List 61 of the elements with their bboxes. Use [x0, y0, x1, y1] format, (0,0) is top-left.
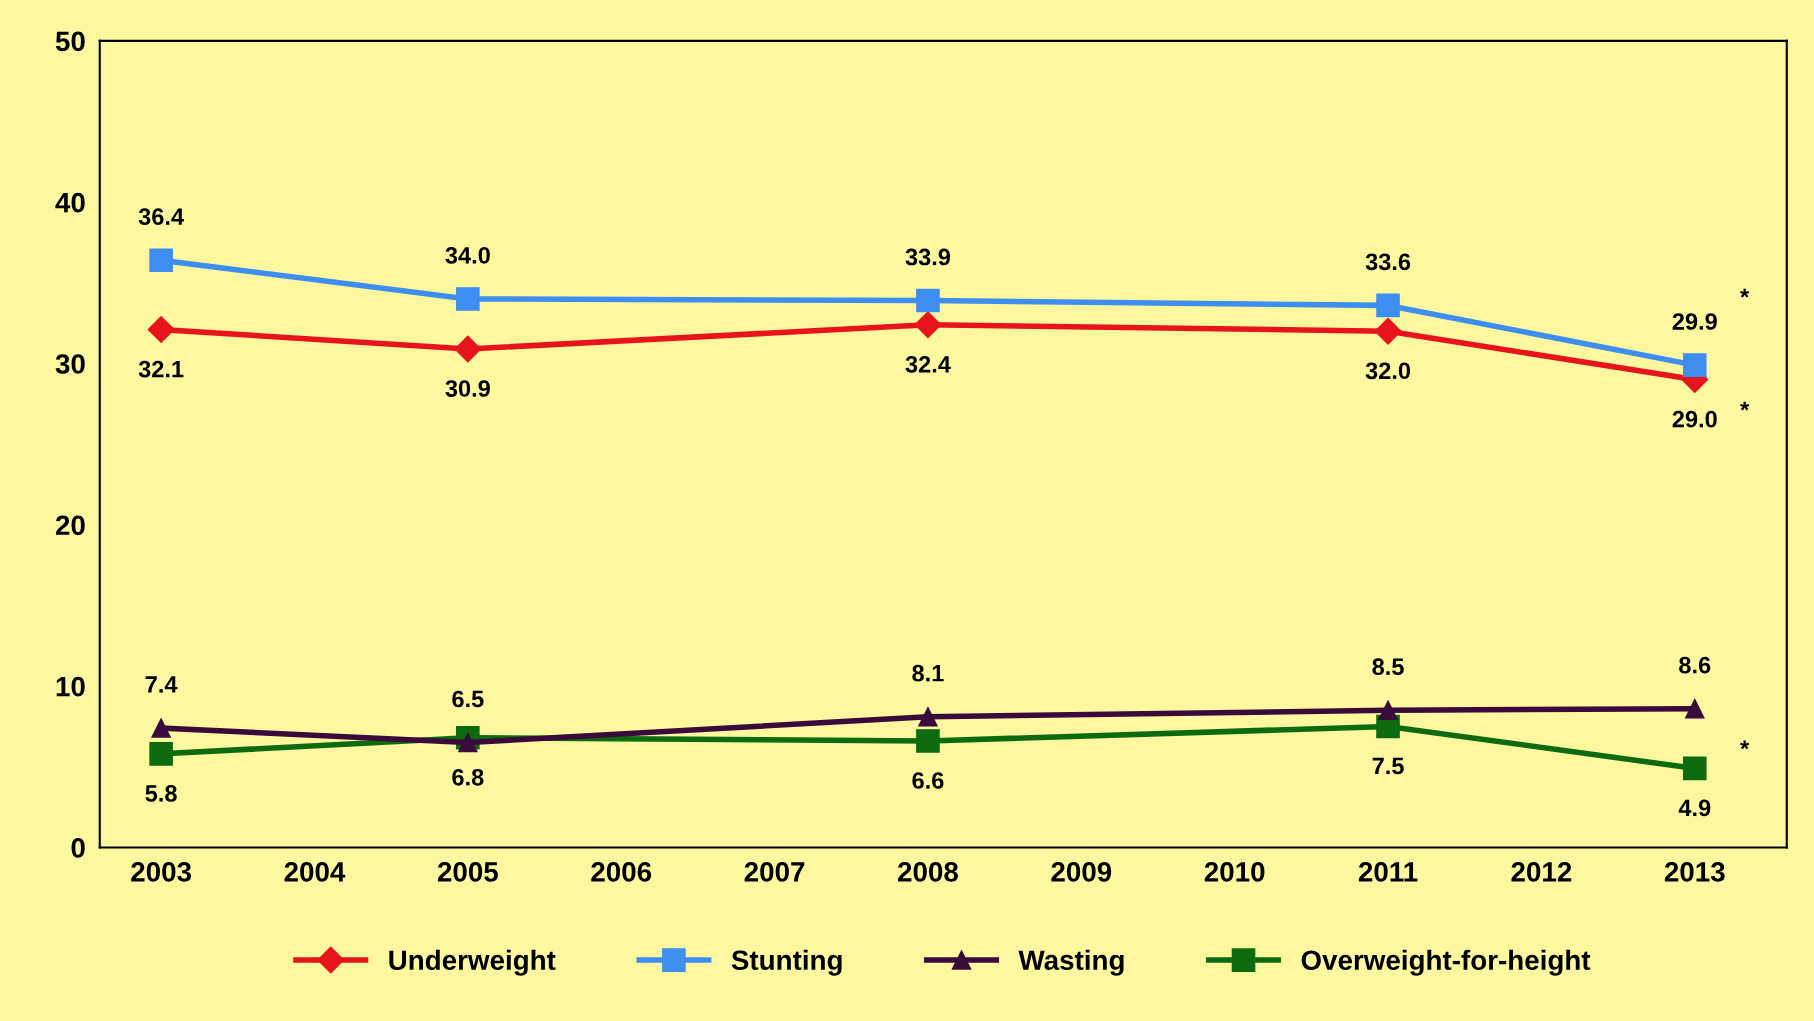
point — [456, 287, 480, 311]
x-tick-label: 2006 — [591, 862, 652, 882]
data-label: 30.9 — [445, 380, 490, 397]
data-label: 4.9 — [1678, 799, 1711, 817]
legend-label: Overweight-for-height — [1301, 949, 1591, 976]
point — [1682, 756, 1707, 781]
x-tick-label: 2008 — [898, 862, 958, 882]
point — [914, 311, 942, 339]
y-tick-label: 20 — [55, 515, 85, 536]
annotation: * — [1740, 401, 1750, 411]
data-label: 8.1 — [912, 664, 944, 682]
data-label: 5.8 — [145, 785, 177, 802]
data-label: 8.6 — [1679, 656, 1711, 674]
y-tick-label: 40 — [55, 192, 85, 213]
data-label: 6.8 — [452, 768, 484, 786]
point — [1378, 700, 1398, 721]
y-tick-label: 30 — [55, 354, 85, 374]
legend-label: Underweight — [389, 949, 556, 976]
x-tick-label: 2009 — [1051, 862, 1112, 882]
data-label: 34.0 — [445, 247, 490, 264]
data-label: 7.4 — [145, 676, 178, 693]
point — [458, 732, 478, 753]
legend-label: Stunting — [731, 949, 842, 976]
data-label: 36.4 — [138, 208, 184, 226]
point — [454, 335, 482, 363]
y-tick-label: 50 — [55, 31, 85, 52]
point — [918, 707, 938, 727]
data-label: 29.0 — [1672, 410, 1717, 428]
x-tick-label: 2011 — [1358, 862, 1418, 882]
data-label: 33.9 — [905, 248, 951, 266]
data-label: 33.6 — [1365, 253, 1411, 271]
point — [916, 729, 940, 753]
point — [147, 316, 175, 344]
data-label: 6.5 — [452, 690, 484, 708]
data-label: 32.1 — [138, 360, 184, 378]
data-label: 29.9 — [1672, 313, 1717, 330]
annotation: * — [1740, 740, 1750, 750]
x-tick-label: 2010 — [1204, 862, 1265, 882]
point — [151, 718, 171, 738]
data-label: 6.6 — [912, 772, 944, 789]
annotation: * — [1740, 288, 1750, 298]
point — [1376, 293, 1400, 318]
data-label: 32.0 — [1365, 362, 1411, 380]
x-tick-label: 2005 — [437, 862, 498, 882]
x-tick-label: 2007 — [744, 862, 805, 882]
point — [149, 248, 173, 273]
data-label: 7.5 — [1372, 757, 1404, 775]
point — [1374, 317, 1402, 345]
x-tick-label: 2013 — [1664, 862, 1725, 882]
point — [1682, 353, 1707, 377]
x-tick-label: 2012 — [1511, 862, 1572, 882]
data-label: 32.4 — [905, 355, 951, 373]
legend-label: Wasting — [1018, 949, 1124, 976]
x-tick-label: 2003 — [131, 862, 192, 882]
point — [1685, 698, 1705, 719]
point — [149, 742, 173, 766]
y-tick-label: 10 — [56, 676, 85, 697]
data-label: 8.5 — [1372, 658, 1404, 676]
x-tick-label: 2004 — [284, 862, 346, 882]
point — [916, 288, 940, 313]
y-tick-label: 0 — [71, 838, 85, 858]
